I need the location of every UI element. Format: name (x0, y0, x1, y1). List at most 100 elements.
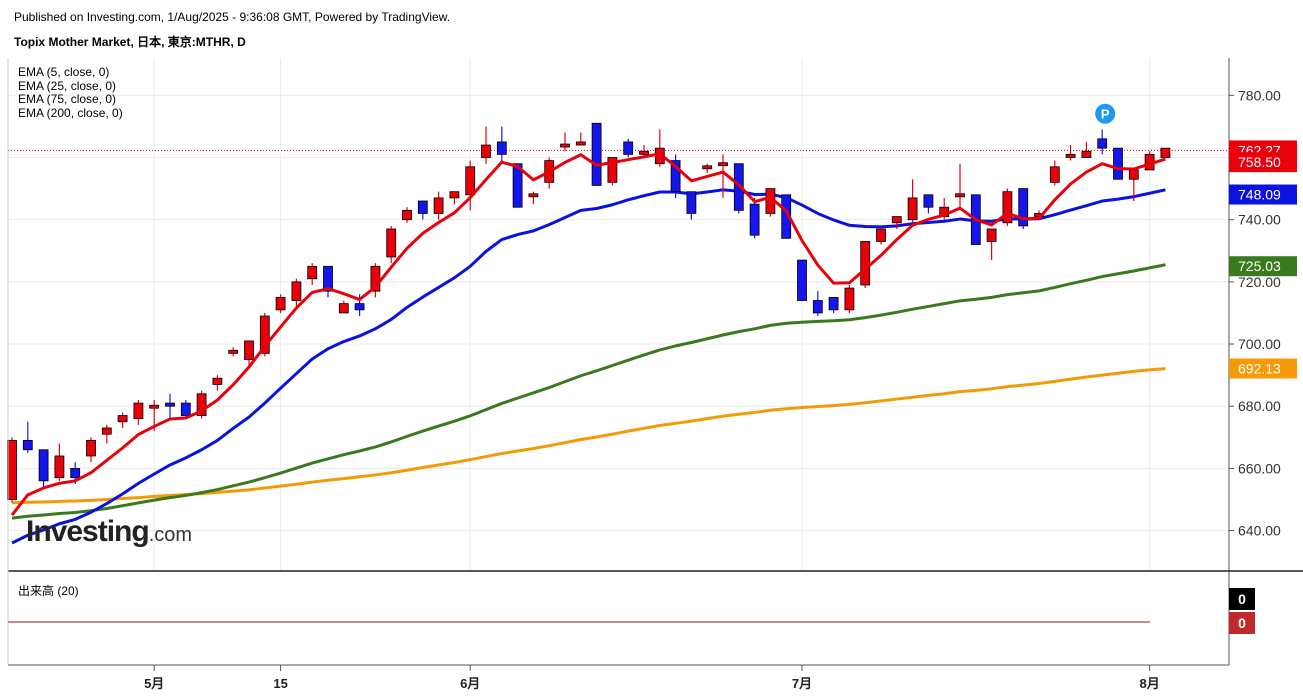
candle-72 (1144, 151, 1155, 171)
ema200-line (11, 367, 1166, 505)
last-value-text: 725.03 (1238, 258, 1281, 274)
candle-body (22, 440, 33, 451)
candle-73 (1160, 147, 1171, 158)
candle-body (512, 163, 523, 208)
candle-29 (465, 160, 476, 211)
investing-logo: Investing.com (26, 515, 193, 548)
ema75-legend[interactable]: EMA (75, close, 0) (18, 92, 117, 107)
candle-body (1128, 169, 1139, 180)
candle-18 (291, 278, 302, 307)
candle-body (718, 162, 728, 167)
candle-body (496, 141, 507, 155)
candle-43 (686, 191, 697, 220)
last-value-label-1: 758.50 (1229, 152, 1297, 173)
candle-47 (749, 197, 760, 239)
candle-6 (101, 424, 112, 444)
candle-body (1113, 147, 1123, 180)
candle-body (291, 281, 302, 301)
candle-45 (718, 154, 728, 198)
candle-body (670, 160, 681, 193)
candle-23 (370, 263, 381, 298)
candle-42 (670, 154, 681, 198)
candle-body (876, 228, 886, 242)
candle-30 (481, 126, 491, 164)
candle-body (591, 122, 602, 186)
candle-14 (228, 347, 239, 357)
candle-25 (402, 207, 412, 223)
ema75-layer (11, 263, 1166, 520)
candle-15 (244, 340, 254, 366)
x-tick-label-0: 5月 (144, 676, 164, 691)
published-text: Published on Investing.com, 1/Aug/2025 -… (14, 10, 451, 24)
candle-body (101, 427, 112, 435)
ema200-legend[interactable]: EMA (200, close, 0) (18, 105, 123, 120)
volume-legend[interactable]: 出来高 (20) (18, 584, 79, 598)
candle-body (1081, 150, 1092, 158)
candle-body (1002, 191, 1013, 224)
candle-body (907, 197, 918, 221)
grid (8, 58, 1229, 571)
last-value-label-4: 692.13 (1229, 358, 1297, 379)
ema25-line (11, 188, 1166, 545)
ema75-line (11, 263, 1166, 520)
candle-35 (560, 132, 570, 152)
candle-body (749, 203, 760, 236)
last-value-label-2: 748.09 (1229, 184, 1297, 205)
candle-41 (654, 129, 665, 167)
candle-body (623, 141, 634, 155)
candle-body (196, 393, 207, 416)
candle-body (417, 200, 428, 214)
candle-body (528, 193, 539, 198)
candle-33 (528, 191, 539, 205)
candle-13 (212, 375, 223, 391)
y-tick-label-6: 660.00 (1238, 460, 1281, 476)
y-tick-label-3: 720.00 (1238, 274, 1281, 290)
candle-19 (307, 263, 318, 285)
candle-60 (955, 163, 965, 208)
candle-body (639, 150, 649, 155)
candle-7 (117, 412, 128, 428)
indicator-legend: EMA (5, close, 0) EMA (25, close, 0) EMA… (18, 65, 123, 120)
candle-10 (165, 393, 175, 419)
candles-layer: P (7, 103, 1171, 503)
candle-body (323, 265, 333, 292)
last-value-bg (1229, 184, 1297, 205)
volume-value-text: 0 (1238, 591, 1246, 607)
candle-63 (1002, 188, 1013, 226)
candle-51 (812, 291, 823, 317)
candle-31 (496, 126, 507, 164)
candle-16 (259, 312, 270, 357)
candle-body (686, 191, 697, 214)
ema5-legend[interactable]: EMA (5, close, 0) (18, 65, 110, 79)
candle-body (386, 228, 397, 258)
candle-54 (860, 241, 871, 289)
candle-67 (1065, 145, 1076, 161)
candle-21 (338, 300, 349, 314)
candle-body (560, 143, 570, 148)
candle-66 (1049, 160, 1060, 186)
candle-body (244, 340, 254, 360)
marker-p: P (1095, 103, 1116, 124)
candle-body (354, 303, 365, 311)
candle-body (165, 402, 175, 407)
y-tick-label-0: 780.00 (1238, 87, 1281, 103)
candle-body (860, 241, 871, 286)
x-tick-label-3: 7月 (792, 676, 812, 691)
candle-17 (275, 294, 286, 313)
candle-body (402, 209, 412, 221)
candle-28 (449, 191, 460, 205)
candle-body (986, 228, 997, 242)
candle-body (307, 265, 318, 280)
candle-58 (923, 194, 934, 214)
candle-body (228, 349, 239, 354)
volume-value-label-1: 0 (1229, 612, 1255, 634)
candle-body (891, 216, 902, 224)
ema25-legend[interactable]: EMA (25, close, 0) (18, 78, 117, 93)
y-tick-label-2: 740.00 (1238, 212, 1281, 228)
candle-55 (876, 228, 886, 245)
candle-37 (591, 122, 602, 186)
x-tick-label-2: 6月 (460, 676, 480, 691)
candle-3 (54, 443, 65, 481)
